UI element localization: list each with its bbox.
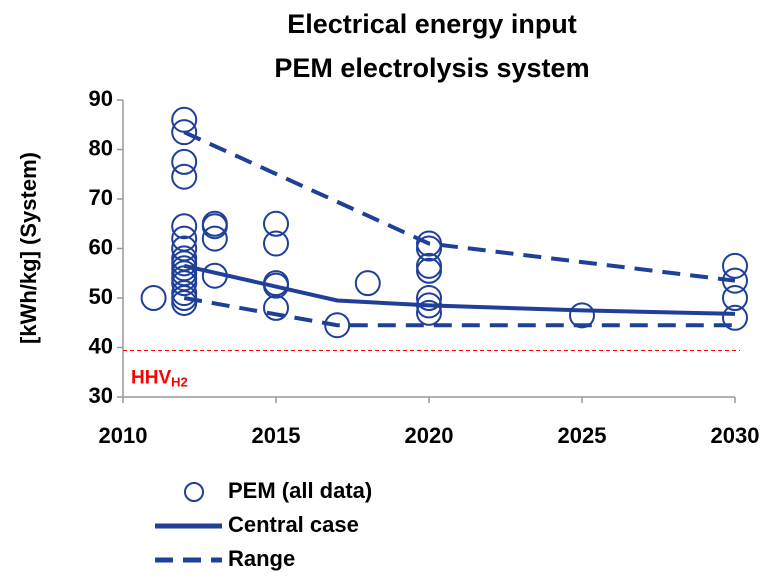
data-point [416, 235, 442, 262]
y-tick-label: 40 [89, 333, 113, 358]
data-point [416, 257, 442, 284]
x-tick-label: 2020 [405, 423, 454, 448]
data-point [263, 210, 289, 237]
y-tick-label: 30 [89, 383, 113, 408]
data-point [171, 213, 198, 240]
legend-label: Range [228, 546, 295, 571]
data-point [140, 285, 167, 311]
chart-title: Electrical energy input [287, 9, 577, 39]
y-tick-label: 90 [89, 86, 113, 111]
x-tick-label: 2030 [711, 423, 760, 448]
data-point [171, 270, 198, 297]
x-tick-label: 2015 [252, 423, 301, 448]
y-axis-label: [kWh/kg] (System) [16, 152, 41, 344]
data-point [354, 270, 381, 297]
data-point [324, 312, 351, 339]
data-point [171, 119, 198, 146]
data-point [171, 106, 198, 133]
x-tick-label: 2025 [558, 423, 607, 448]
data-point [722, 304, 748, 331]
data-point [201, 210, 228, 237]
series-line [183, 130, 736, 328]
reference-text: HHV [131, 367, 171, 388]
data-point [416, 299, 442, 326]
series-line [183, 263, 736, 316]
chart-title: PEM electrolysis system [274, 53, 589, 83]
x-tick-label: 2010 [99, 423, 148, 448]
legend-label: PEM (all data) [228, 478, 372, 503]
data-point [722, 285, 748, 311]
data-point [416, 252, 442, 279]
data-point [171, 163, 198, 190]
y-tick-label: 60 [89, 234, 113, 259]
data-point [569, 302, 595, 329]
reference-label: HHVH2 [131, 367, 188, 389]
data-point [171, 148, 198, 175]
data-point [263, 230, 289, 257]
y-tick-label: 70 [89, 185, 113, 210]
y-tick-label: 80 [89, 135, 113, 160]
data-point [416, 285, 442, 311]
data-point [722, 252, 748, 279]
data-point [171, 289, 198, 316]
legend-marker [184, 482, 204, 502]
legend-label: Central case [228, 512, 359, 537]
data-point [263, 294, 289, 321]
data-point [201, 225, 228, 252]
y-tick-label: 50 [89, 284, 113, 309]
reference-subscript: H2 [171, 375, 188, 390]
data-point [201, 213, 228, 240]
